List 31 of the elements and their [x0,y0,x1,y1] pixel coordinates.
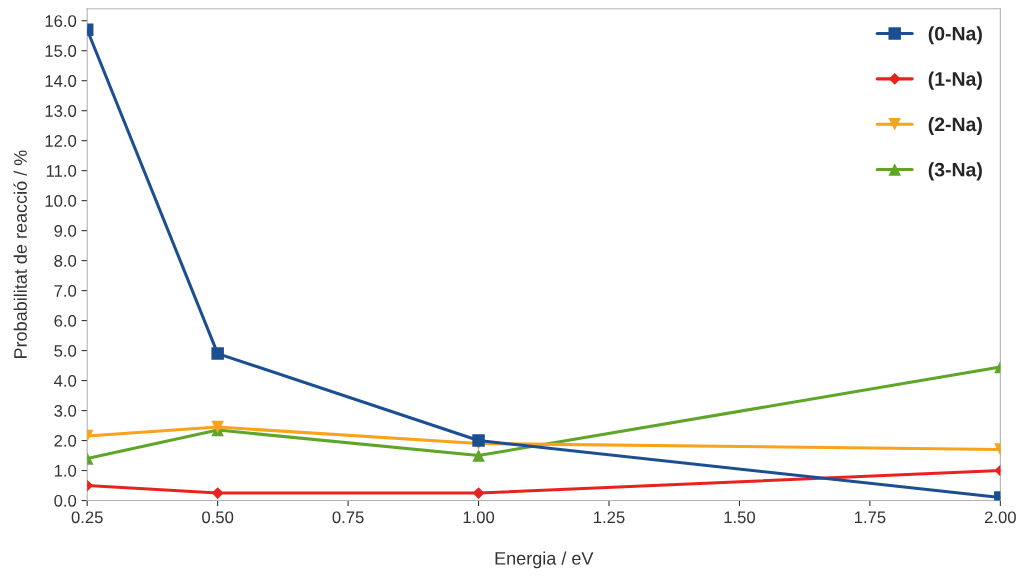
y-axis-title: Probabilitat de reacció / % [13,150,27,359]
x-tick-label: 0.50 [202,511,234,524]
legend-label: (1-Na) [928,71,982,90]
y-tick-label: 13.0 [45,105,77,117]
x-tick-label: 2.00 [984,511,1016,524]
y-tick-label: 15.0 [45,45,77,57]
y-tick-label: 16.0 [45,15,77,27]
y-tick-label: 5.0 [54,344,77,357]
x-axis-title: Energia / eV [495,551,594,569]
x-tick-label: 0.75 [332,511,364,524]
y-tick-label: 6.0 [54,315,77,327]
legend-label: (0-Na) [928,26,982,45]
y-tick-label: 0.0 [54,494,77,507]
y-tick-label: 9.0 [54,225,77,237]
x-tick-label: 1.75 [854,511,886,524]
x-tick-label: 0.25 [71,511,103,524]
y-tick-label: 11.0 [46,165,77,177]
y-tick-label: 4.0 [54,374,77,387]
legend-label: (3-Na) [928,162,982,181]
y-tick-label: 2.0 [54,434,77,447]
x-tick-label: 1.50 [724,511,756,524]
legend-label: (2-Na) [928,116,982,136]
y-tick-label: 3.0 [54,404,77,417]
y-tick-label: 10.0 [45,195,77,207]
y-tick-label: 1.0 [54,464,77,477]
x-tick-label: 1.00 [463,511,495,524]
y-tick-label: 12.0 [45,135,77,147]
x-tick-label: 1.25 [594,511,625,524]
y-tick-label: 8.0 [54,255,77,267]
y-tick-label: 7.0 [54,285,77,297]
y-tick-label: 14.0 [45,75,77,87]
